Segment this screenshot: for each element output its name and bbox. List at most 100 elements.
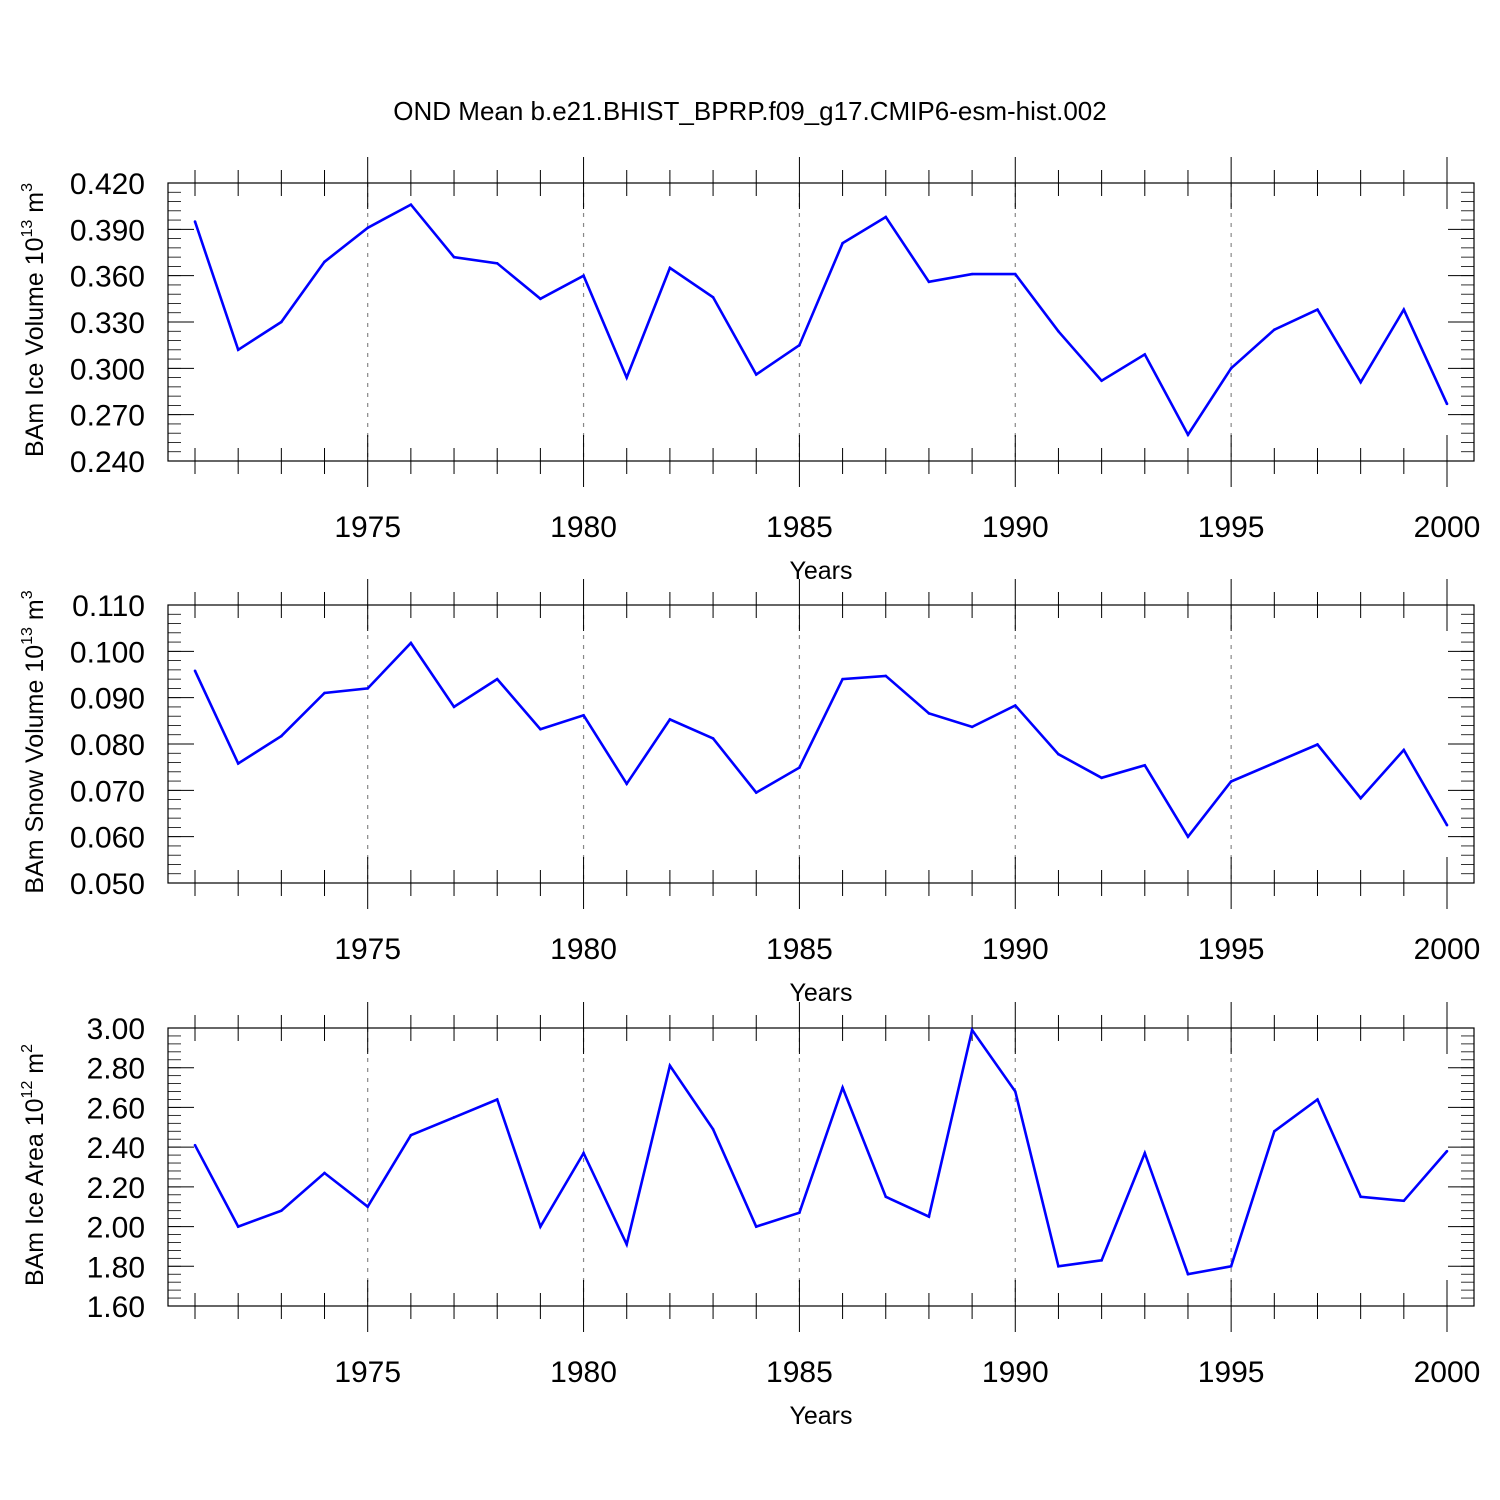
x-tick-label: 1980 [550,933,617,966]
data-point [884,1195,888,1199]
data-point [193,1143,197,1147]
data-point [193,220,197,223]
y-tick-label: 1.60 [87,1291,145,1324]
data-point [970,725,974,729]
series-line [193,202,1449,438]
y-tick-label: 2.00 [87,1212,145,1245]
figure-title: OND Mean b.e21.BHIST_BPRP.f09_g17.CMIP6-… [393,96,1106,126]
data-point [236,1225,240,1228]
data-point [668,718,672,721]
data-point [236,348,240,352]
y-tick-label: 2.80 [87,1053,145,1086]
data-point [841,677,844,681]
data-point [1273,328,1276,332]
x-tick-label: 1975 [334,511,401,544]
data-point [1143,1151,1147,1155]
y-tick-label: 0.070 [70,775,145,808]
x-tick-label: 2000 [1414,511,1481,544]
y-tick-label: 0.110 [72,590,145,623]
y-tick-label: 0.330 [70,307,145,340]
data-point [409,203,413,206]
data-point [625,1243,629,1246]
data-point [1229,780,1233,783]
data-point [1359,796,1362,800]
data-point [539,1225,542,1228]
plot-frame [167,604,1475,884]
x-axis-title: Years [789,1402,852,1430]
y-axis-unit: m [21,599,49,627]
data-point [625,376,629,379]
y-tick-label: 0.050 [70,868,145,901]
data-point [1057,1264,1060,1268]
data-point [366,226,369,230]
x-tick-label: 2000 [1414,933,1481,966]
data-point [1316,308,1319,311]
data-point [884,215,888,219]
data-point [668,1064,672,1068]
y-tick-label: 2.20 [87,1172,145,1205]
data-point [625,782,629,786]
x-tick-label: 1995 [1198,933,1265,966]
y-axis-unit: m [21,192,49,220]
data-point [1013,272,1017,276]
data-point [495,262,499,265]
data-point [798,1211,801,1214]
x-tick-label: 1995 [1198,511,1265,544]
data-point [409,1133,413,1137]
data-point [366,1205,369,1209]
data-point [1316,1098,1319,1101]
y-axis-title: BAm Ice Area 1012 m2 [19,1044,49,1286]
data-point [539,727,542,731]
data-point [711,737,715,740]
x-tick-label: 1990 [982,933,1049,966]
x-tick-label: 1975 [334,1356,401,1389]
y-tick-label: 0.390 [70,214,145,247]
data-point [452,1116,456,1119]
data-point [1100,379,1103,382]
data-point [409,641,413,645]
y-axis-unit-exponent: 3 [19,183,36,192]
x-tick-label: 1990 [982,511,1049,544]
y-tick-label: 2.60 [87,1092,145,1125]
panel-3: 3.00 2.80 2.60 2.40 2.20 2.00 1.80 1.60 1975 1980… [19,1002,1480,1430]
x-tick-label: 2000 [1414,1356,1481,1389]
y-axis-unit-exponent: 2 [19,1044,36,1053]
data-point [236,762,240,765]
x-tick-label: 1985 [766,511,833,544]
data-point [1100,1259,1103,1262]
plot-frame [167,182,1475,462]
data-point [970,1028,974,1032]
x-axis-title: Years [789,557,852,585]
data-point [668,266,672,270]
x-tick-label: 1985 [766,933,833,966]
data-point [927,1215,931,1218]
data-point [1445,1149,1449,1153]
y-tick-label: 3.00 [87,1013,145,1046]
plot-frame [167,1027,1475,1307]
data-point [280,734,283,738]
data-point [1273,1129,1276,1133]
series-line [193,640,1449,839]
x-tick-label: 1985 [766,1356,833,1389]
data-point [582,1151,585,1155]
y-tick-label: 0.090 [70,683,145,716]
data-point [754,791,758,794]
data-point [841,241,844,245]
data-point [1359,380,1362,384]
y-tick-label: 0.270 [70,400,145,433]
data-point [1402,748,1406,752]
data-point [754,1225,758,1228]
data-point [1057,752,1060,756]
data-point [495,677,499,681]
y-tick-label: 1.80 [87,1251,145,1284]
y-tick-label: 0.240 [70,446,145,479]
y-axis-exponent: 13 [19,220,36,238]
data-point [970,272,974,276]
data-point [280,1209,283,1212]
data-point [798,343,801,347]
data-point [1143,764,1147,767]
data-point [1316,743,1319,746]
x-tick-label: 1975 [334,933,401,966]
